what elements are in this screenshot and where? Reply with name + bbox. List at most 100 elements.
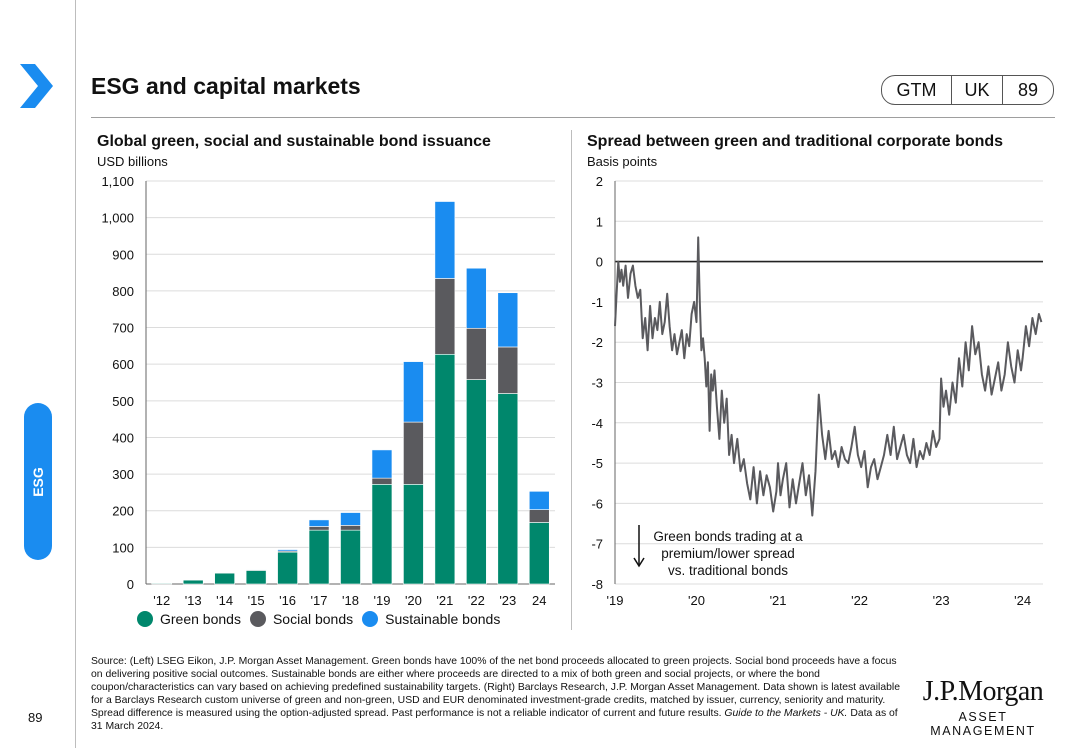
bar-green-bonds [466,379,487,585]
page-title: ESG and capital markets [91,73,361,99]
x-tick-label: '12 [153,593,170,608]
y-tick-label: 0 [596,255,603,270]
bar-social-bonds [308,526,330,531]
y-tick-label: -6 [591,496,603,511]
y-tick-label: -4 [591,416,603,431]
bar-green-bonds [277,551,298,585]
spread-chart: 2 1 0 -1 -2 -3 -4 -5 -6 -7 -8 '19 '20 '21 '22 '23 '24 Gre… [591,174,1043,608]
legend-item-social: Social bonds [249,611,354,627]
bar-green-bonds [308,529,330,585]
bar-social-bonds [434,278,456,355]
badge-series: GTM [882,76,952,104]
x-tick-label: '23 [933,593,950,608]
bar-social-bonds [182,579,204,581]
bar-green-bonds [340,529,361,585]
bar-social-bonds [528,509,550,523]
arrow-down-icon [633,557,645,568]
legend-label-green: Green bonds [160,611,241,627]
bar-sustainable-bonds [371,449,393,479]
bar-sustainable-bonds [214,571,235,574]
bar-social-bonds [371,477,393,485]
bar-sustainable-bonds [403,361,424,423]
x-tick-label: '20 [405,593,422,608]
source-text: Source: (Left) LSEG Eikon, J.P. Morgan A… [91,656,900,719]
x-tick-label: '17 [311,593,328,608]
left-chart-title: Global green, social and sustainable bon… [97,133,491,150]
bar-green-bonds [371,484,393,585]
source-note: Source: (Left) LSEG Eikon, J.P. Morgan A… [91,655,901,733]
guide-title: Guide to the Markets - UK. [724,708,848,719]
annotation-text: premium/lower spread [661,546,795,561]
bar-sustainable-bonds [340,512,361,526]
x-tick-label: '21 [436,593,453,608]
y-tick-label: 400 [112,430,134,445]
x-tick-label: '18 [342,593,359,608]
x-tick-label: '15 [248,593,265,608]
chevron-right-icon [20,64,53,108]
y-tick-label: 1,100 [101,174,134,189]
y-tick-label: 2 [596,174,603,189]
legend-label-social: Social bonds [272,611,354,627]
bar-sustainable-bonds [245,569,267,571]
legend-item-sustainable: Sustainable bonds [362,611,500,627]
y-tick-label: 800 [112,284,134,299]
bond-issuance-chart: 0 100 200 300 400 500 600 700 800 900 1,000 1,100 '1… [101,174,555,608]
green-bonds-swatch [137,611,153,627]
bar-green-bonds [434,353,456,585]
x-tick-label: '22 [468,593,485,608]
bar-sustainable-bonds [466,267,487,329]
jpmorgan-logo: J.P.Morgan ASSET MANAGEMENT [908,676,1058,738]
y-tick-label: 0 [127,577,134,592]
bar-green-bonds [245,570,267,585]
y-tick-label: -3 [591,376,603,391]
bar-sustainable-bonds [434,201,456,279]
y-tick-label: 600 [112,357,134,372]
x-tick-label: '14 [216,593,233,608]
bar-green-bonds [403,484,424,585]
brand-name: J.P.Morgan [922,676,1044,707]
page-badge: GTM UK 89 [881,75,1054,105]
left-chart-subtitle: USD billions [97,154,168,169]
bar-green-bonds [497,393,519,585]
data-date: Data as of 31 March 2024. [91,708,898,732]
y-tick-label: -1 [591,295,603,310]
right-chart-subtitle: Basis points [587,154,658,169]
page-number: 89 [28,710,43,725]
legend-label-sustainable: Sustainable bonds [385,611,501,627]
x-tick-label: 24 [532,593,546,608]
bar-social-bonds [403,421,424,485]
bar-green-bonds [528,522,550,585]
right-chart-title: Spread between green and traditional cor… [587,133,1004,150]
legend-item-green: Green bonds [137,611,241,627]
bar-green-bonds [214,572,235,585]
bar-social-bonds [466,327,487,380]
y-tick-label: 1 [596,214,603,229]
y-tick-label: 700 [112,321,134,336]
badge-page: 89 [1017,79,1039,100]
annotation-text: Green bonds trading at a [653,529,803,544]
bar-green-bonds [182,579,204,585]
bar-sustainable-bonds [497,292,519,348]
brand-subtitle: ASSET MANAGEMENT [930,710,1036,738]
bar-sustainable-bonds [277,549,298,552]
x-tick-label: '22 [851,593,868,608]
y-tick-label: 200 [112,504,134,519]
title-divider [91,117,1055,118]
y-tick-label: 500 [112,394,134,409]
y-tick-label: 300 [112,467,134,482]
bar-sustainable-bonds [528,491,550,510]
bar-social-bonds [340,525,361,531]
y-tick-label: -8 [591,577,603,592]
left-chart-legend: Green bonds Social bonds Sustainable bon… [137,611,509,627]
badge-region: UK [952,76,1003,104]
x-tick-label: '19 [607,593,624,608]
x-tick-label: '24 [1014,593,1031,608]
chart-divider [571,130,572,630]
section-tab-esg[interactable]: ESG [24,403,52,560]
social-bonds-swatch [249,611,266,627]
x-tick-label: '19 [373,593,390,608]
y-tick-label: 1,000 [101,211,134,226]
x-tick-label: '13 [185,593,202,608]
x-tick-label: '20 [688,593,705,608]
bar-sustainable-bonds [308,519,330,527]
